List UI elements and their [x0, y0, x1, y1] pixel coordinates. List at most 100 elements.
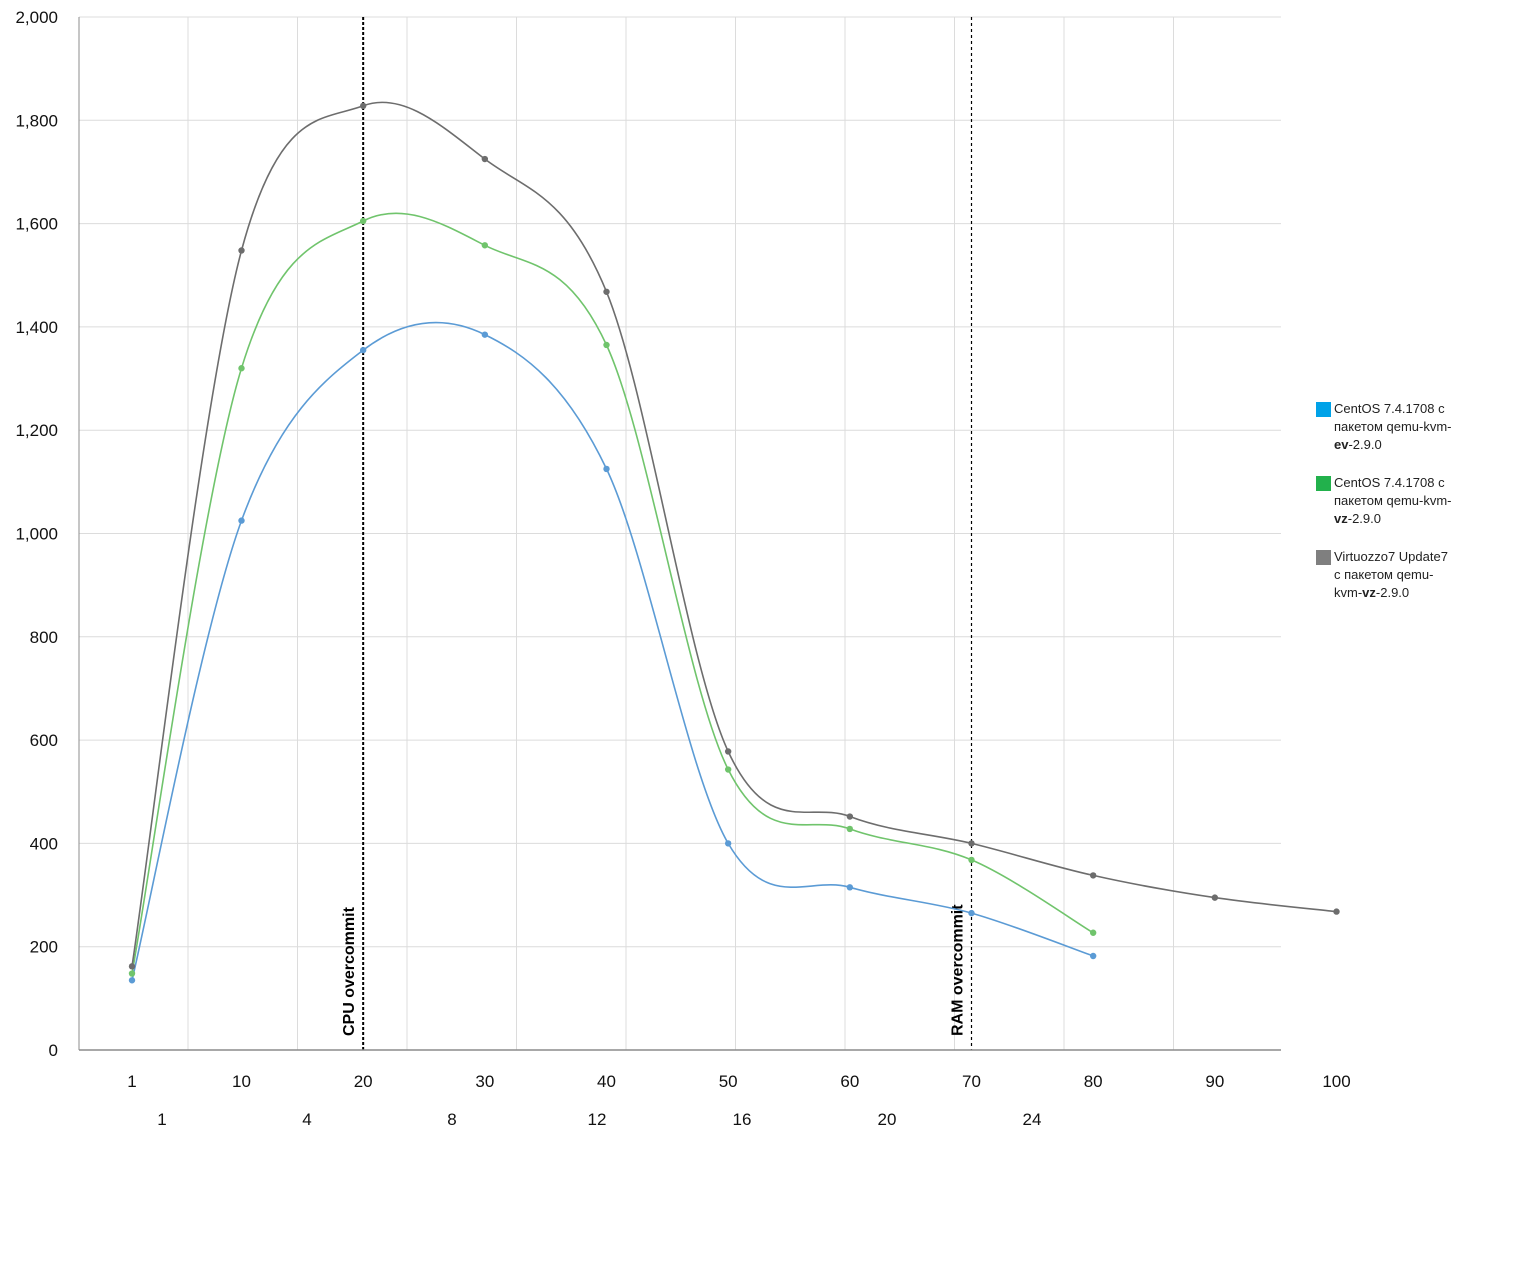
- legend-label-text: с пакетом qemu-: [1334, 567, 1434, 582]
- data-point: [128, 970, 136, 977]
- legend-label-text: -2.9.0: [1375, 585, 1410, 600]
- x-secondary-tick-label: 16: [733, 1110, 752, 1129]
- legend-item: Virtuozzo7 Update7 с пакетом qemu-kvm-vz-…: [1312, 548, 1502, 602]
- data-point: [238, 517, 245, 524]
- y-tick-label: 400: [30, 834, 58, 853]
- x-secondary-tick-label: 1: [157, 1110, 166, 1129]
- series-line: [131, 212, 1094, 974]
- legend-label-text: vz: [1334, 511, 1348, 526]
- marker-label: CPU overcommit: [341, 906, 358, 1036]
- data-point: [603, 465, 610, 473]
- x-tick-label: 100: [1322, 1072, 1350, 1091]
- data-point: [359, 102, 367, 110]
- data-point: [724, 840, 732, 847]
- legend-label-text: -2.9.0: [1347, 511, 1381, 526]
- data-point: [1089, 952, 1097, 960]
- y-tick-label: 1,200: [15, 421, 58, 440]
- x-secondary-tick-label: 8: [447, 1110, 456, 1129]
- x-tick-label: 80: [1084, 1072, 1103, 1091]
- x-tick-label: 50: [719, 1072, 738, 1091]
- series-1: [128, 212, 1097, 977]
- data-point: [128, 977, 136, 984]
- legend-label-line: Virtuozzo7 Update7: [1334, 548, 1502, 566]
- data-point: [128, 963, 136, 970]
- x-tick-label: 30: [475, 1072, 494, 1091]
- data-point: [968, 840, 975, 847]
- marker-label: RAM overcommit: [950, 904, 967, 1036]
- legend: CentOS 7.4.1708 с пакетом qemu-kvm-ev-2.9…: [1312, 400, 1502, 622]
- x-secondary-tick-label: 24: [1023, 1110, 1042, 1129]
- data-point: [724, 748, 732, 755]
- data-point: [481, 242, 489, 249]
- x-tick-label: 70: [962, 1072, 981, 1091]
- legend-swatch: [1316, 402, 1331, 417]
- data-point: [1211, 894, 1219, 901]
- y-tick-label: 800: [30, 628, 58, 647]
- x-secondary-tick-label: 4: [302, 1110, 311, 1129]
- x-secondary-tick-label: 12: [588, 1110, 607, 1129]
- series-line: [131, 321, 1094, 981]
- x-tick-label: 20: [354, 1072, 373, 1091]
- legend-item: CentOS 7.4.1708 с пакетом qemu-kvm-ev-2.9…: [1312, 400, 1502, 454]
- legend-label-line: vz-2.9.0: [1334, 510, 1502, 528]
- grid-lines: [79, 16, 1281, 1050]
- legend-label-text: ev: [1334, 437, 1349, 452]
- data-point: [481, 155, 489, 163]
- legend-swatch: [1316, 550, 1331, 565]
- x-tick-label: 90: [1205, 1072, 1224, 1091]
- y-tick-label: 2,000: [15, 8, 58, 27]
- data-point: [1089, 872, 1097, 879]
- y-tick-label: 1,600: [15, 215, 58, 234]
- legend-label-line: CentOS 7.4.1708 с: [1334, 400, 1502, 418]
- data-point: [603, 288, 610, 295]
- data-point: [1089, 929, 1097, 936]
- series-2: [128, 101, 1340, 970]
- data-point: [238, 365, 245, 372]
- data-point: [603, 341, 610, 349]
- legend-label-text: kvm-: [1334, 585, 1363, 600]
- x-tick-label: 40: [597, 1072, 616, 1091]
- legend-swatch: [1316, 476, 1331, 491]
- y-tick-label: 600: [30, 731, 58, 750]
- legend-label-line: пакетом qemu-kvm-: [1334, 492, 1502, 510]
- data-point: [846, 813, 854, 820]
- legend-label-line: kvm-vz-2.9.0: [1334, 584, 1502, 602]
- data-point: [724, 766, 732, 773]
- y-tick-label: 200: [30, 938, 58, 957]
- legend-label-text: CentOS 7.4.1708 с: [1334, 401, 1445, 416]
- data-point: [359, 346, 367, 354]
- data-series: [128, 101, 1340, 984]
- data-point: [359, 217, 367, 225]
- tick-labels: 0 200 400 600 800 1,000 1,200 1,400 1,600 1,800 2,…: [15, 8, 1350, 1129]
- y-tick-label: 0: [49, 1041, 58, 1060]
- data-point: [968, 856, 975, 864]
- legend-label-line: с пакетом qemu-: [1334, 566, 1502, 584]
- axes: [78, 17, 1281, 1051]
- legend-label-text: пакетом qemu-kvm-: [1334, 493, 1452, 508]
- legend-label-line: пакетом qemu-kvm-: [1334, 418, 1502, 436]
- legend-label-text: -2.9.0: [1348, 437, 1382, 452]
- data-point: [846, 884, 854, 891]
- x-secondary-tick-label: 20: [878, 1110, 897, 1129]
- legend-label-line: ev-2.9.0: [1334, 436, 1502, 454]
- data-point: [1333, 908, 1340, 915]
- y-tick-label: 1,800: [15, 111, 58, 130]
- x-tick-label: 60: [840, 1072, 859, 1091]
- vertical-markers: CPU overcommit RAM overcommit: [341, 17, 973, 1050]
- data-point: [846, 825, 854, 833]
- data-point: [968, 909, 975, 917]
- y-tick-label: 1,400: [15, 318, 58, 337]
- legend-label-text: vz: [1362, 585, 1376, 600]
- series-line: [131, 101, 1337, 967]
- legend-item: CentOS 7.4.1708 с пакетом qemu-kvm-vz-2.9…: [1312, 474, 1502, 528]
- data-point: [481, 331, 489, 338]
- series-0: [128, 321, 1097, 984]
- legend-label-line: CentOS 7.4.1708 с: [1334, 474, 1502, 492]
- data-point: [238, 247, 245, 254]
- legend-label-text: CentOS 7.4.1708 с: [1334, 475, 1445, 490]
- legend-label-text: Virtuozzo7 Update7: [1334, 549, 1448, 564]
- x-tick-label: 1: [127, 1072, 136, 1091]
- x-tick-label: 10: [232, 1072, 251, 1091]
- y-tick-label: 1,000: [15, 525, 58, 544]
